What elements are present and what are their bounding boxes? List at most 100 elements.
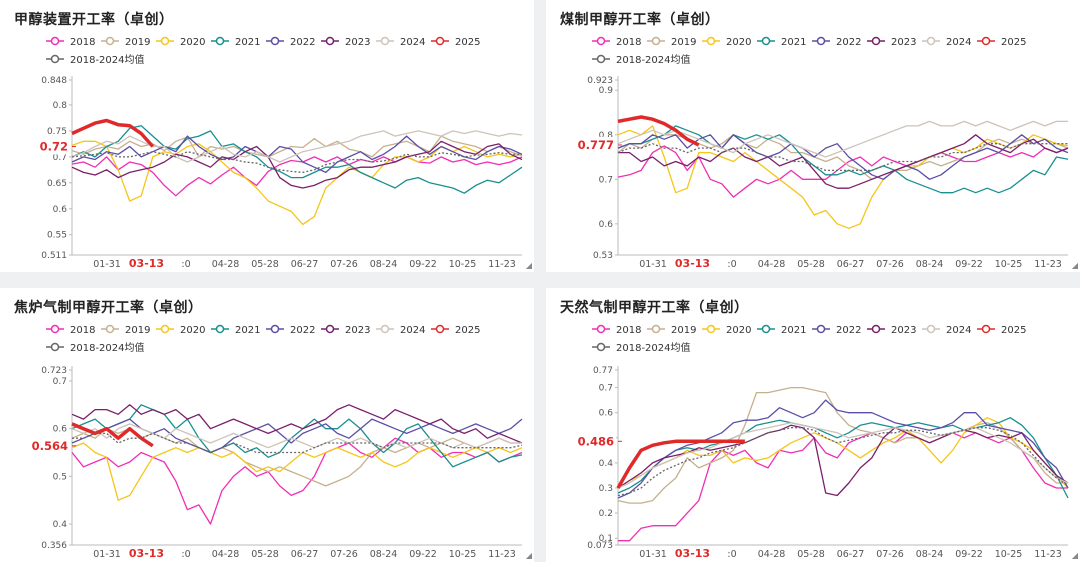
x-tick-label: 03-13 xyxy=(675,257,710,270)
series-line-avg xyxy=(617,427,1069,497)
legend-marker xyxy=(871,36,881,46)
legend-item-2025[interactable]: 2025 xyxy=(977,324,1026,336)
legend-marker xyxy=(651,324,661,334)
legend-item-2021[interactable]: 2021 xyxy=(211,36,260,48)
legend-item-avg[interactable]: 2018-2024均值 xyxy=(46,53,145,66)
x-tick-label: 10-25 xyxy=(995,549,1023,560)
legend-item-2019[interactable]: 2019 xyxy=(647,324,696,336)
legend-item-2022[interactable]: 2022 xyxy=(812,36,861,48)
legend-item-2020[interactable]: 2020 xyxy=(702,324,751,336)
legend-label: 2018 xyxy=(616,37,641,48)
legend-item-2020[interactable]: 2020 xyxy=(702,36,751,48)
x-tick-label: 10-25 xyxy=(449,259,477,270)
legend-item-2023[interactable]: 2023 xyxy=(321,36,370,48)
legend-item-2023[interactable]: 2023 xyxy=(321,324,370,336)
x-tick-label: 07-26 xyxy=(876,259,904,270)
legend-item-2024[interactable]: 2024 xyxy=(922,324,971,336)
current-value-label: 0.564 xyxy=(32,439,68,453)
legend-item-avg[interactable]: 2018-2024均值 xyxy=(46,341,145,354)
legend-item-2022[interactable]: 2022 xyxy=(266,324,315,336)
x-tick-label: 10-25 xyxy=(995,259,1023,270)
legend-label: 2024 xyxy=(400,325,425,336)
chart-panel-coal-methanol: 煤制甲醇开工率（卓创） 2018 2019 2020 2021 2022 2023 2024… xyxy=(546,0,1080,272)
legend-marker xyxy=(105,36,115,46)
legend-item-2018[interactable]: 2018 xyxy=(46,324,95,336)
legend-item-2018[interactable]: 2018 xyxy=(592,324,641,336)
series-line-2025 xyxy=(71,118,155,148)
legend-item-2024[interactable]: 2024 xyxy=(376,36,425,48)
y-tick-label: 0.7 xyxy=(599,175,613,185)
resize-corner-icon[interactable]: ◢ xyxy=(525,261,532,270)
legend-marker xyxy=(761,324,771,334)
x-tick-label: 03-13 xyxy=(675,547,710,560)
legend-label: 2018-2024均值 xyxy=(616,53,691,66)
legend-item-2019[interactable]: 2019 xyxy=(647,36,696,48)
x-tick-label: 11-23 xyxy=(488,259,516,270)
legend-item-avg[interactable]: 2018-2024均值 xyxy=(592,53,691,66)
legend-item-2021[interactable]: 2021 xyxy=(211,324,260,336)
legend-item-2022[interactable]: 2022 xyxy=(812,324,861,336)
legend-item-2023[interactable]: 2023 xyxy=(867,36,916,48)
legend-item-avg[interactable]: 2018-2024均值 xyxy=(592,341,691,354)
legend-label: 2022 xyxy=(290,325,315,336)
legend-marker xyxy=(816,324,826,334)
legend-item-2022[interactable]: 2022 xyxy=(266,36,315,48)
legend-label: 2024 xyxy=(946,325,971,336)
y-tick-label: 0.55 xyxy=(47,231,67,241)
legend-item-2025[interactable]: 2025 xyxy=(431,36,480,48)
legend-item-2020[interactable]: 2020 xyxy=(156,36,205,48)
x-tick-label: 09-22 xyxy=(955,259,983,270)
legend-marker xyxy=(50,36,60,46)
legend-marker xyxy=(50,324,60,334)
x-tick-label: 11-23 xyxy=(1034,549,1062,560)
legend-item-2018[interactable]: 2018 xyxy=(592,36,641,48)
legend-label: 2025 xyxy=(455,325,480,336)
x-tick-label: 04-28 xyxy=(758,259,786,270)
legend-marker xyxy=(761,36,771,46)
x-tick-label: :0 xyxy=(181,549,190,560)
legend-item-2024[interactable]: 2024 xyxy=(376,324,425,336)
series-line-2019 xyxy=(71,135,523,158)
legend-marker xyxy=(981,36,991,46)
series-line-2022 xyxy=(71,135,523,174)
legend-item-2021[interactable]: 2021 xyxy=(757,36,806,48)
y-tick-label: 0.7 xyxy=(53,153,67,163)
series-line-2020 xyxy=(617,417,1069,489)
resize-corner-icon[interactable]: ◢ xyxy=(1071,261,1078,270)
legend-label: 2021 xyxy=(235,325,260,336)
legend-marker xyxy=(596,324,606,334)
x-tick-label: 06-27 xyxy=(291,259,319,270)
legend-marker xyxy=(50,54,60,64)
legend-item-2025[interactable]: 2025 xyxy=(977,36,1026,48)
legend-item-2018[interactable]: 2018 xyxy=(46,36,95,48)
series-line-2020 xyxy=(71,442,523,501)
x-tick-label: 03-13 xyxy=(129,257,164,270)
legend-item-2021[interactable]: 2021 xyxy=(757,324,806,336)
legend-item-2025[interactable]: 2025 xyxy=(431,324,480,336)
chart-title: 煤制甲醇开工率（卓创） xyxy=(560,12,720,28)
legend-item-2023[interactable]: 2023 xyxy=(867,324,916,336)
x-tick-label: 10-25 xyxy=(449,549,477,560)
coke-gas-methanol-chart: 2018 2019 2020 2021 2022 2023 2024 2025 2018-202… xyxy=(32,324,523,560)
legend-label: 2020 xyxy=(726,37,751,48)
x-tick-label: 01-31 xyxy=(639,259,667,270)
y-tick-label: 0.75 xyxy=(47,127,67,137)
legend-item-2024[interactable]: 2024 xyxy=(922,36,971,48)
legend-label: 2025 xyxy=(1001,325,1026,336)
current-value-box xyxy=(40,437,70,454)
resize-corner-icon[interactable]: ◢ xyxy=(1071,551,1078,560)
y-tick-label: 0.3 xyxy=(599,484,613,494)
x-tick-label: 06-27 xyxy=(837,259,865,270)
legend-item-2019[interactable]: 2019 xyxy=(101,324,150,336)
resize-corner-icon[interactable]: ◢ xyxy=(525,551,532,560)
y-tick-label: 0.4 xyxy=(599,459,614,469)
legend-marker xyxy=(981,324,991,334)
legend-marker xyxy=(435,36,445,46)
x-tick-label: 09-22 xyxy=(409,259,437,270)
legend-item-2019[interactable]: 2019 xyxy=(101,36,150,48)
y-tick-label: 0.6 xyxy=(599,220,614,230)
legend-label: 2020 xyxy=(726,325,751,336)
chart-title: 天然气制甲醇开工率（卓创） xyxy=(560,300,749,316)
legend-label: 2019 xyxy=(125,325,150,336)
legend-item-2020[interactable]: 2020 xyxy=(156,324,205,336)
